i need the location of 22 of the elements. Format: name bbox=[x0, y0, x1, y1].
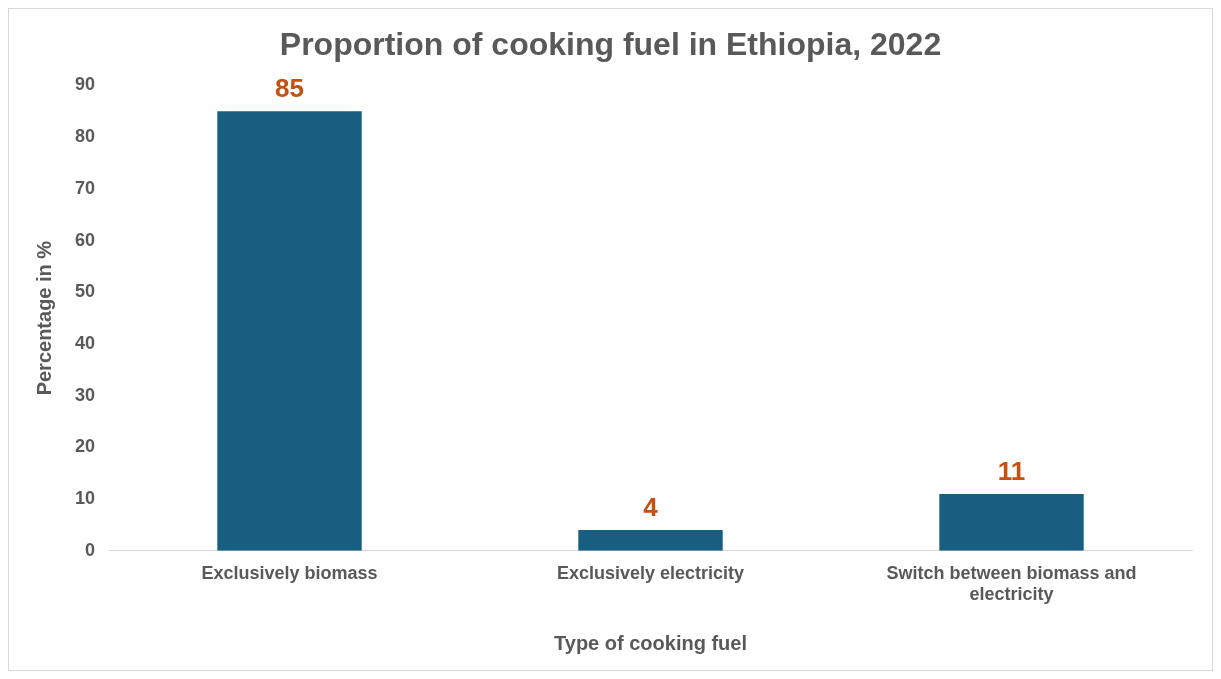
y-axis-title: Percentage in % bbox=[32, 240, 55, 396]
y-tick-label: 0 bbox=[85, 539, 96, 560]
y-tick-label: 70 bbox=[74, 177, 96, 198]
x-tick-label: Exclusively biomass bbox=[201, 562, 378, 583]
data-label: 85 bbox=[275, 73, 304, 104]
bar bbox=[939, 493, 1084, 551]
y-tick-label: 40 bbox=[74, 332, 96, 353]
chart-title: Proportion of cooking fuel in Ethiopia, 2022 bbox=[279, 26, 942, 63]
y-tick-label: 80 bbox=[74, 126, 96, 147]
x-axis-title: Type of cooking fuel bbox=[554, 631, 747, 654]
y-tick-label: 20 bbox=[74, 436, 96, 457]
data-label: 4 bbox=[643, 492, 659, 523]
bar bbox=[578, 530, 723, 551]
y-tick-label: 90 bbox=[74, 74, 96, 95]
y-tick-label: 30 bbox=[74, 384, 96, 405]
y-tick-label: 10 bbox=[74, 488, 96, 509]
x-tick-label: Switch between biomass and electricity bbox=[886, 562, 1137, 605]
y-tick-label: 50 bbox=[74, 281, 96, 302]
y-tick-label: 60 bbox=[74, 229, 96, 250]
x-tick-label: Exclusively electricity bbox=[556, 562, 745, 583]
bar bbox=[217, 111, 362, 551]
data-label: 11 bbox=[997, 456, 1026, 487]
